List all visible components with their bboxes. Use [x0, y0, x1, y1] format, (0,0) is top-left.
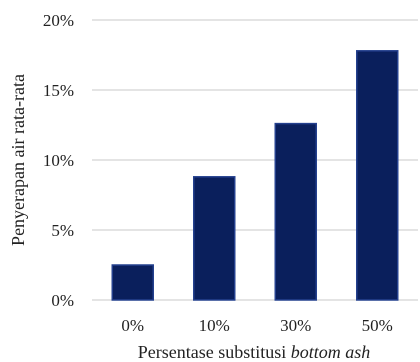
- x-tick-label: 0%: [121, 316, 144, 335]
- y-tick-label: 20%: [43, 11, 74, 30]
- bars: [111, 50, 399, 301]
- x-tick-label: 10%: [199, 316, 230, 335]
- bar: [111, 264, 154, 301]
- x-tick-label: 30%: [280, 316, 311, 335]
- y-tick-label: 5%: [51, 221, 74, 240]
- x-axis-ticks: 0% 10% 30% 50%: [121, 316, 392, 335]
- bar: [356, 50, 399, 301]
- bar: [193, 176, 236, 301]
- x-tick-label: 50%: [362, 316, 393, 335]
- y-axis-title: Penyerapan air rata-rata: [8, 74, 28, 246]
- x-axis-title-italic: bottom ash: [291, 342, 371, 362]
- y-axis-ticks: 0% 5% 10% 15% 20%: [43, 11, 74, 310]
- y-tick-label: 0%: [51, 291, 74, 310]
- x-axis-title: Persentase substitusi bottom ash: [138, 342, 371, 362]
- x-axis-title-prefix: Persentase substitusi: [138, 342, 291, 362]
- y-tick-label: 15%: [43, 81, 74, 100]
- bar: [274, 122, 317, 301]
- y-tick-label: 10%: [43, 151, 74, 170]
